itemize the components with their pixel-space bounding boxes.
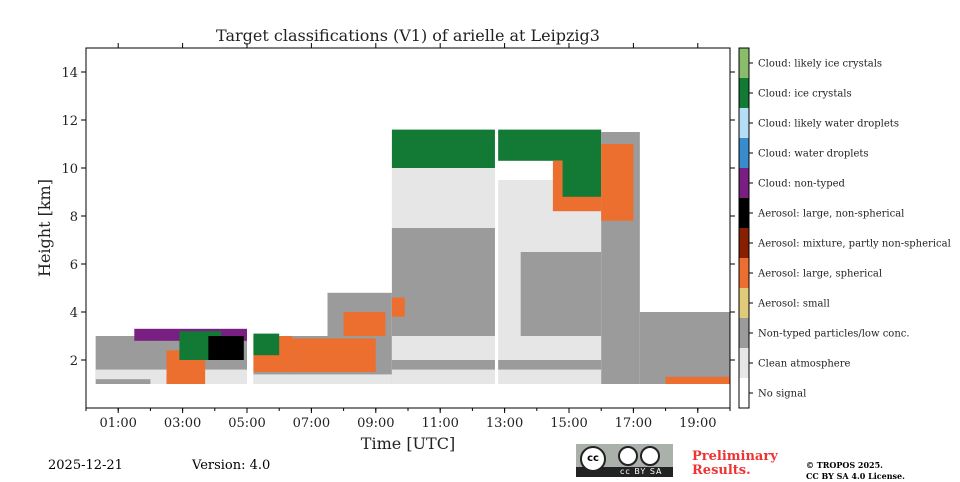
colorbar-swatch [739, 348, 749, 378]
class-region [253, 374, 392, 384]
colorbar-swatch [739, 288, 749, 318]
x-tick-label: 11:00 [421, 416, 458, 431]
plot-area: 01:00 03:00 05:00 07:00 09:00 11:00 13:00 15:00… [61, 43, 735, 431]
colorbar-swatch [739, 228, 749, 258]
preliminary-notice: Preliminary Results. [692, 449, 778, 478]
colorbar-swatch [739, 78, 749, 108]
date-label: 2025-12-21 [48, 458, 123, 473]
colorbar-swatch [739, 138, 749, 168]
x-tick-label: 17:00 [615, 416, 652, 431]
y-tick-label: 6 [70, 258, 78, 273]
cc-badge-text: cc BY SA [620, 467, 663, 476]
colorbar-label: Cloud: water droplets [758, 149, 869, 160]
colorbar: Cloud: likely ice crystals Cloud: ice cry… [738, 47, 951, 409]
version-label: Version: 4.0 [192, 458, 271, 473]
class-region [498, 360, 602, 370]
class-region [639, 312, 730, 384]
y-tick-label: 14 [61, 66, 78, 81]
colorbar-label: Cloud: likely ice crystals [758, 59, 882, 70]
sa-icon [640, 446, 660, 466]
colorbar-swatch [739, 318, 749, 348]
class-region [562, 156, 602, 197]
colorbar-frame [738, 47, 750, 409]
x-tick-label: 07:00 [293, 416, 330, 431]
colorbar-label: Aerosol: small [757, 299, 830, 310]
colorbar-label: Cloud: likely water droplets [758, 119, 899, 130]
class-region [253, 333, 280, 356]
colorbar-swatch [739, 198, 749, 228]
class-region [391, 129, 495, 168]
cc-icon: cc [580, 446, 606, 472]
copyright-notice: © TROPOS 2025. CC BY SA 4.0 License. [806, 460, 905, 482]
colorbar-swatch [739, 108, 749, 138]
class-region [520, 252, 602, 336]
x-tick-label: 09:00 [357, 416, 394, 431]
y-axis-label: Height [km] [35, 179, 54, 277]
colorbar-label: Clean atmosphere [758, 359, 851, 370]
colorbar-swatch [739, 48, 749, 78]
chart-title: Target classifications (V1) of arielle a… [216, 26, 600, 45]
class-region [391, 297, 405, 317]
class-region [208, 336, 244, 360]
license-text: CC BY SA 4.0 License. [806, 471, 905, 481]
x-axis-label: Time [UTC] [361, 434, 455, 453]
colorbar-swatch [739, 378, 749, 408]
colorbar-label: Aerosol: mixture, partly non-spherical [757, 239, 951, 250]
copyright-text: © TROPOS 2025. [806, 460, 883, 470]
y-tick-label: 2 [70, 354, 78, 369]
x-tick-label: 03:00 [164, 416, 201, 431]
colorbar-swatch [739, 258, 749, 288]
colorbar-swatch [739, 168, 749, 198]
colorbar-label: Aerosol: large, non-spherical [757, 209, 904, 220]
cc-license-badge: cc cc BY SA [576, 444, 673, 477]
x-tick-label: 05:00 [228, 416, 265, 431]
class-region [343, 312, 386, 336]
x-tick-label: 19:00 [679, 416, 716, 431]
colorbar-label: No signal [758, 389, 806, 400]
y-tick-label: 10 [61, 162, 78, 177]
x-tick-label: 01:00 [99, 416, 136, 431]
x-tick-label: 15:00 [550, 416, 587, 431]
y-tick-label: 12 [61, 114, 78, 129]
colorbar-label: Non-typed particles/low conc. [758, 329, 910, 340]
colorbar-label: Cloud: non-typed [758, 179, 846, 190]
class-region [498, 129, 602, 161]
y-tick-label: 4 [70, 306, 78, 321]
class-region [391, 228, 495, 336]
class-region [391, 360, 495, 370]
class-region [665, 376, 730, 384]
y-tick-label: 8 [70, 210, 78, 225]
class-region [601, 144, 634, 221]
colorbar-label: Cloud: ice crystals [758, 89, 852, 100]
x-tick-label: 13:00 [486, 416, 523, 431]
class-region [292, 338, 376, 372]
colorbar-label: Aerosol: large, spherical [757, 269, 882, 280]
by-icon [618, 446, 638, 466]
